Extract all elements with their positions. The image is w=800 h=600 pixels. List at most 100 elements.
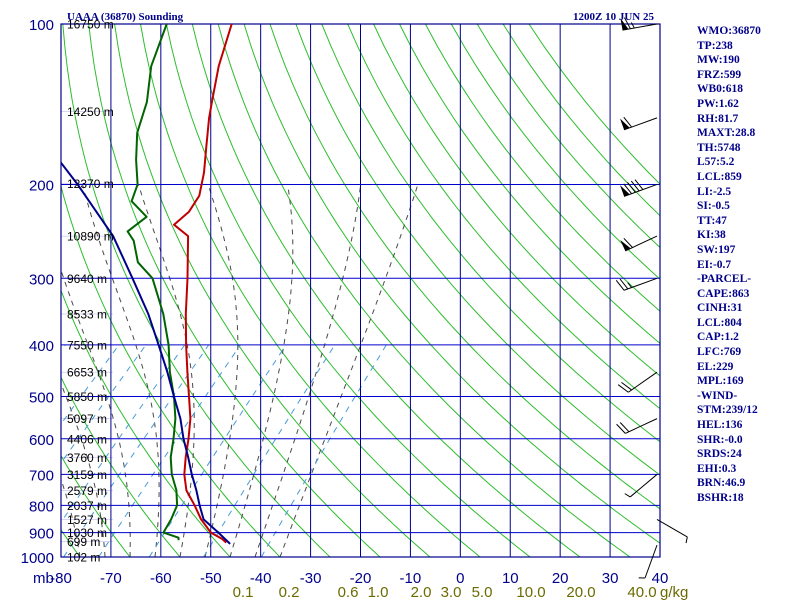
index-line: SHR:-0.0: [697, 433, 743, 446]
wind-flag: [627, 182, 636, 193]
dry-adiabat: [61, 376, 181, 557]
wind-flag: [619, 278, 629, 290]
wind-barb: [622, 23, 658, 31]
mixing-ratio-unit: g/kg: [660, 584, 688, 600]
wind-barb: [628, 371, 658, 393]
height-label: 102 m: [67, 551, 100, 565]
dewpoint-trace: [126, 24, 180, 541]
dry-adiabat: [295, 24, 660, 476]
index-line: WB0:618: [697, 83, 743, 96]
wind-flag: [623, 116, 633, 128]
height-label: 6653 m: [67, 366, 107, 380]
height-label: 699 m: [67, 535, 100, 549]
height-label: 3159 m: [67, 468, 107, 482]
wind-half-flag: [627, 282, 633, 288]
dry-adiabat: [373, 24, 660, 377]
temperature-tick-label: -70: [100, 570, 122, 587]
temperature-tick-label: 40: [652, 570, 669, 587]
pressure-label: 500: [29, 390, 54, 407]
height-label: 14250 m: [67, 105, 114, 119]
height-label: 9640 m: [67, 272, 107, 286]
wind-half-flag: [685, 536, 688, 544]
mixing-ratio-label: 10.0: [516, 584, 545, 600]
index-line: SRDS:24: [697, 448, 742, 461]
wind-barb: [623, 117, 658, 131]
index-line: SI:-0.5: [697, 200, 730, 213]
temperature-tick-label: 0: [456, 570, 464, 587]
dry-adiabat: [476, 24, 660, 249]
index-line: BRN:46.9: [697, 477, 746, 490]
height-label: 2579 m: [67, 484, 107, 498]
mixing-ratio-label: 0.2: [279, 584, 300, 600]
index-line: TP:238: [697, 39, 733, 52]
wind-flag: [617, 384, 629, 393]
dry-adiabat: [243, 24, 660, 544]
index-line: PW:1.62: [697, 97, 739, 110]
wind-flag: [621, 382, 632, 391]
moist-adiabat: [61, 268, 131, 557]
height-labels: 16750 m 14250 m 12370 m 10890 m 9640 m 8533 m…: [61, 18, 114, 565]
dry-adiabat: [114, 24, 431, 557]
wind-flag: [623, 183, 633, 194]
mixing-ratio-label: 0.1: [233, 584, 254, 600]
mixing-ratio-label: 5.0: [472, 584, 493, 600]
wind-barb: [656, 518, 688, 538]
index-line: MPL:169: [697, 375, 744, 388]
temperature-tick-label: 20: [552, 570, 569, 587]
index-line: BSHR:18: [697, 492, 744, 504]
index-line: HEL:136: [697, 419, 743, 432]
temperature-tick-label: -80: [50, 570, 72, 587]
pressure-label: 900: [29, 526, 54, 543]
pressure-label: 1000: [21, 550, 54, 567]
dry-adiabat: [61, 184, 281, 557]
height-label: 1527 m: [67, 513, 107, 527]
wind-flag: [623, 17, 631, 29]
sounding-traces: [61, 24, 233, 545]
wind-barbs: [615, 17, 688, 579]
mixing-ratio-label: 2.0: [411, 584, 432, 600]
temperature-tick-label: 30: [602, 570, 619, 587]
index-line: MW:190: [697, 54, 740, 67]
index-line: CAP:1.2: [697, 331, 739, 344]
pressure-label: 100: [29, 17, 54, 34]
wind-pennant: [620, 240, 631, 251]
dry-adiabat: [165, 24, 531, 557]
height-label: 8533 m: [67, 308, 107, 322]
station-title: UAAA (36870) Sounding: [67, 11, 184, 23]
dry-adiabat: [321, 24, 660, 443]
indices-panel: WMO:36870 TP:238 MW:190 FRZ:599 WB0:618 PW:1.…: [697, 24, 797, 506]
mixing-ratio-label: 1.0: [368, 584, 389, 600]
wind-barb: [623, 277, 658, 291]
wind-pennant: [620, 18, 629, 31]
temperature-tick-label: -60: [150, 570, 172, 587]
wind-barb: [629, 474, 658, 498]
wind-pennant: [620, 185, 630, 197]
isotherms: [61, 24, 660, 557]
dry-adiabat: [217, 24, 631, 557]
height-label: 4406 m: [67, 432, 107, 446]
mixing-ratio-label: 20.0: [566, 584, 595, 600]
wind-barb: [623, 183, 658, 197]
isobars: [60, 23, 661, 558]
index-line: SW:197: [697, 243, 736, 256]
height-label: 1030 m: [67, 526, 107, 540]
pressure-label: 800: [29, 498, 54, 515]
wind-half-flag: [624, 493, 631, 498]
dry-adiabat: [269, 24, 660, 510]
wind-half-flag: [630, 22, 635, 29]
moist-adiabat: [279, 184, 419, 557]
dry-adiabat: [347, 24, 660, 410]
wind-flag: [615, 280, 625, 291]
index-line: LCL:859: [697, 170, 742, 183]
index-line: EHI:0.3: [697, 462, 737, 475]
dry-adiabat: [62, 24, 331, 557]
temperature-tick-label: 10: [502, 570, 519, 587]
wind-pennant: [620, 118, 630, 130]
index-line: LI:-2.5: [697, 185, 732, 198]
index-line: EI:-0.7: [697, 258, 732, 271]
wind-flag: [634, 179, 644, 190]
moist-adiabat: [61, 477, 81, 557]
